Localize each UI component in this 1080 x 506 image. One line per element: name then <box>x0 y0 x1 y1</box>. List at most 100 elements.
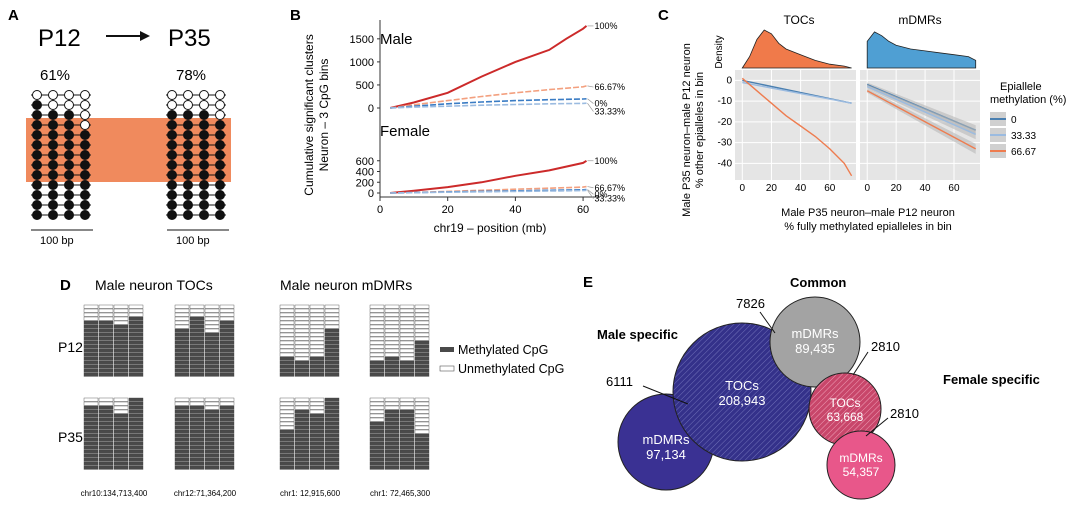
methylated-cpg-dot <box>167 130 177 140</box>
overlap-2810-b: 2810 <box>890 406 919 421</box>
unmethylated-cell <box>174 304 190 309</box>
methylated-cell <box>98 324 114 329</box>
methylated-cell <box>309 417 325 422</box>
unmethylated-cell <box>174 397 190 402</box>
methylated-cell <box>294 449 310 454</box>
methylated-cell <box>294 425 310 430</box>
trend-line <box>866 90 977 150</box>
methylated-cell <box>309 356 325 361</box>
unmethylated-cell <box>189 304 205 309</box>
b-x-ticks: 0 20 40 60 <box>377 197 589 216</box>
unmethylated-cell <box>399 308 415 313</box>
methylated-cell <box>324 441 340 446</box>
series-label: 33.33% <box>594 107 625 117</box>
methylated-cell <box>324 328 340 333</box>
y-tick-label: 0 <box>368 188 374 200</box>
unmethylated-cell <box>324 324 340 329</box>
unmethylated-cell <box>414 324 430 329</box>
methylated-cell <box>174 336 190 341</box>
unmethylated-cell <box>279 328 295 333</box>
unmethylated-cell <box>98 401 114 406</box>
methylated-cpg-dot <box>48 140 58 150</box>
methylated-cell <box>414 433 430 438</box>
methylated-cpg-dot <box>80 200 90 210</box>
unmethylated-cpg-dot <box>183 90 193 100</box>
c-xlabel-line2: % fully methylated epialleles in bin <box>784 221 952 233</box>
methylated-cell <box>324 348 340 353</box>
unmethylated-cpg-dot <box>64 100 74 110</box>
methylated-cell <box>324 413 340 418</box>
methylated-cell <box>128 437 144 442</box>
methylated-cell <box>98 372 114 377</box>
methylated-cell <box>98 320 114 325</box>
unmethylated-cell <box>384 401 400 406</box>
methylated-cell <box>113 449 129 454</box>
methylated-cell <box>189 320 205 325</box>
common-mdmrs-value: 89,435 <box>795 341 835 356</box>
unmethylated-cell <box>369 304 385 309</box>
unmethylated-cell <box>399 356 415 361</box>
methylated-cell <box>384 441 400 446</box>
methylated-cell <box>324 360 340 365</box>
methylated-cell <box>369 441 385 446</box>
unmethylated-cell <box>384 352 400 357</box>
methylated-cpg-dot <box>199 180 209 190</box>
unmethylated-cell <box>294 304 310 309</box>
locus-label: chr10:134,713,400 <box>81 489 148 498</box>
methylated-cell <box>113 360 129 365</box>
methylated-cell <box>204 336 220 341</box>
methylated-cell <box>98 461 114 466</box>
methylated-cell <box>219 364 235 369</box>
e-male-specific-label: Male specific <box>597 327 678 342</box>
methylated-cell <box>83 336 99 341</box>
unmethylated-cell <box>309 328 325 333</box>
d-tocs-title: Male neuron TOCs <box>95 277 213 293</box>
methylated-cell <box>399 425 415 430</box>
methylated-cpg-dot <box>32 120 42 130</box>
unmethylated-cell <box>219 308 235 313</box>
unmethylated-cell <box>174 320 190 325</box>
methylated-cell <box>128 465 144 470</box>
methylated-cell <box>128 328 144 333</box>
methylated-cell <box>294 364 310 369</box>
methylated-cell <box>414 445 430 450</box>
density-curve <box>741 29 852 69</box>
female-mdmrs-value: 54,357 <box>843 465 880 479</box>
panel-a-letter: A <box>8 7 19 24</box>
unmethylated-cell <box>414 401 430 406</box>
unmethylated-cell <box>113 312 129 317</box>
methylated-cpg-dot <box>199 160 209 170</box>
methylated-cell <box>324 344 340 349</box>
leader-line-2810-a <box>852 351 869 376</box>
methylated-cell <box>384 421 400 426</box>
methylated-cell <box>324 449 340 454</box>
methylated-cell <box>294 429 310 434</box>
methylated-cell <box>414 364 430 369</box>
c-facet-tocs: TOCs <box>783 13 814 27</box>
methylated-cpg-dot <box>80 170 90 180</box>
methylated-cpg-dot <box>215 200 225 210</box>
methylated-cell <box>189 372 205 377</box>
methylated-cell <box>279 356 295 361</box>
b-female-title: Female <box>380 123 430 140</box>
unmethylated-cell <box>219 304 235 309</box>
methylated-cell <box>113 437 129 442</box>
methylated-cell <box>294 368 310 373</box>
unmethylated-cpg-dot <box>80 120 90 130</box>
unmethylated-cell <box>399 405 415 410</box>
methylated-cell <box>189 368 205 373</box>
methylated-cell <box>219 437 235 442</box>
methylated-cell <box>309 372 325 377</box>
methylated-cell <box>174 465 190 470</box>
methylated-cell <box>369 449 385 454</box>
unmethylated-cell <box>384 340 400 345</box>
methylated-cell <box>294 421 310 426</box>
methylated-cell <box>98 429 114 434</box>
methylated-cell <box>174 425 190 430</box>
methylated-cell <box>83 409 99 414</box>
methylated-cell <box>294 372 310 377</box>
unmethylated-cell <box>113 316 129 321</box>
methylated-cell <box>128 445 144 450</box>
d-mdmrs-title: Male neuron mDMRs <box>280 277 412 293</box>
unmethylated-cell <box>294 344 310 349</box>
